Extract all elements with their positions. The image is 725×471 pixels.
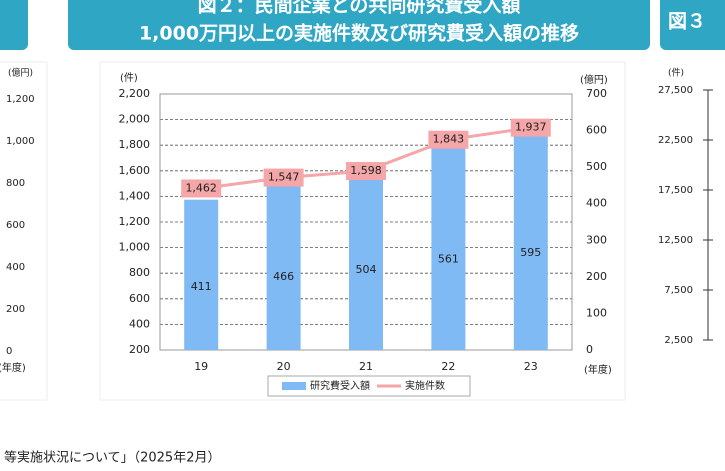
y-tick-label: 1,400: [119, 189, 151, 202]
right-tick-label: 17,500: [658, 185, 693, 196]
left-tick-label: 200: [6, 304, 25, 315]
y2-tick-label: 200: [586, 270, 607, 283]
chart-title: 1,000万円以上の実施件数及び研究費受入額の推移: [139, 22, 579, 45]
bar-label: 595: [520, 246, 541, 259]
right-tick-label: 2,500: [664, 335, 693, 346]
data-label-box: [346, 162, 386, 181]
right-title: 図３: [668, 11, 706, 33]
bar-label: 504: [356, 263, 377, 276]
bar: [513, 132, 548, 350]
left-tick-label: 800: [6, 178, 25, 189]
y2-tick-label: 700: [586, 87, 607, 100]
left-card: [0, 61, 48, 401]
bar: [266, 179, 301, 350]
left-banner: [0, 0, 28, 50]
bar-label: 466: [273, 270, 294, 283]
data-label: 1,598: [350, 164, 382, 177]
y-tick-label: 2,000: [119, 113, 151, 126]
left-tick-label: 400: [6, 262, 25, 273]
y2-tick-label: 0: [586, 343, 593, 356]
legend-swatch: [282, 382, 306, 390]
x-tick-label: 21: [359, 360, 373, 373]
y-tick-label: 400: [129, 317, 150, 330]
bar: [184, 199, 219, 350]
left-tick-label: 0: [6, 346, 12, 357]
y-tick-label: 1,200: [119, 215, 151, 228]
bar-label: 411: [191, 280, 212, 293]
bar-label: 561: [438, 252, 459, 265]
legend-label: 実施件数: [405, 379, 445, 392]
y-tick-label: 2,200: [119, 87, 151, 100]
right-tick-label: 7,500: [664, 285, 693, 296]
x-label: (年度): [584, 363, 612, 376]
data-label-box: [263, 168, 304, 187]
data-label-box: [181, 179, 222, 198]
y-label: (件): [120, 72, 138, 84]
x-tick-label: 19: [194, 360, 208, 373]
y-tick-label: 200: [129, 343, 150, 356]
left-tick-label: 1,200: [6, 94, 35, 105]
y-tick-label: 800: [129, 266, 150, 279]
data-label: 1,843: [433, 133, 465, 146]
y-tick-label: 1,600: [119, 164, 151, 177]
right-unit: (件): [668, 67, 684, 79]
data-label-box: [428, 130, 469, 149]
x-tick-label: 23: [524, 360, 538, 373]
y-tick-label: 600: [129, 292, 150, 305]
left-tick-label: 1,000: [6, 136, 35, 147]
y2-tick-label: 600: [586, 124, 607, 137]
data-label: 1,937: [515, 121, 547, 134]
y2-tick-label: 400: [586, 197, 607, 210]
left-unit: (億円): [8, 67, 33, 79]
right-banner: [660, 0, 725, 50]
x-tick-label: 22: [441, 360, 455, 373]
left-tick-label: 600: [6, 220, 25, 231]
y2-label: (億円): [580, 73, 608, 86]
data-label: 1,462: [185, 181, 217, 194]
bar: [431, 144, 466, 350]
y-tick-label: 1,000: [119, 241, 151, 254]
right-tick-label: 27,500: [658, 85, 693, 96]
y2-tick-label: 100: [586, 306, 607, 319]
footer: 等実施状況について」（2025年2月）: [4, 450, 220, 466]
data-label-box: [510, 118, 551, 137]
left-x-label: (年度): [0, 361, 26, 374]
y2-tick-label: 300: [586, 233, 607, 246]
y-tick-label: 1,800: [119, 138, 151, 151]
chart-title: 図２：民間企業との共同研究費受入額: [198, 0, 521, 17]
right-tick-label: 12,500: [658, 235, 693, 246]
x-tick-label: 20: [277, 360, 291, 373]
y2-tick-label: 500: [586, 160, 607, 173]
title-banner: [68, 0, 650, 50]
bar: [349, 165, 383, 350]
data-label: 1,547: [268, 171, 300, 184]
legend-label: 研究費受入額: [310, 379, 370, 392]
legend-box: [267, 375, 471, 397]
right-tick-label: 22,500: [658, 135, 693, 146]
